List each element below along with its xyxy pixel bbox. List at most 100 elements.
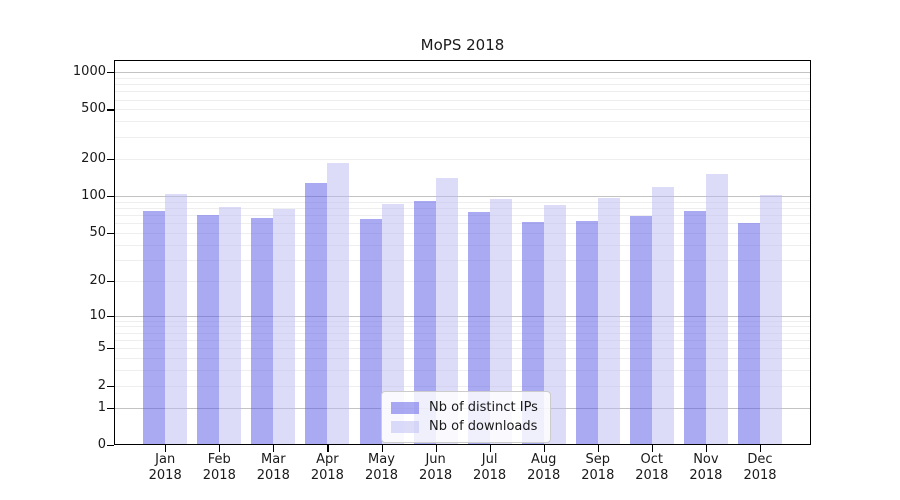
x-tick-sep — [597, 445, 599, 452]
y-tick-500 — [107, 109, 114, 111]
minor-gridline-4 — [114, 358, 811, 360]
major-gridline-10 — [114, 315, 811, 317]
bar-downloads-aug — [543, 205, 566, 445]
x-tick-aug — [543, 445, 545, 452]
y-tick-label-50: 50 — [89, 224, 106, 240]
minor-gridline-9 — [114, 320, 811, 322]
x-tick-label-jun: Jun 2018 — [419, 452, 453, 483]
y-tick-label-1: 1 — [97, 399, 106, 415]
minor-gridline-600 — [114, 99, 811, 101]
y-tick-20 — [107, 280, 114, 282]
x-tick-label-jan: Jan 2018 — [148, 452, 182, 483]
y-tick-label-2: 2 — [97, 377, 106, 393]
x-tick-label-feb: Feb 2018 — [202, 452, 236, 483]
x-tick-label-apr: Apr 2018 — [310, 452, 344, 483]
y-tick-50 — [107, 232, 114, 234]
minor-gridline-60 — [114, 223, 811, 225]
minor-gridline-3 — [114, 370, 811, 372]
minor-gridline-800 — [114, 84, 811, 86]
y-tick-label-10: 10 — [89, 307, 106, 323]
minor-gridline-400 — [114, 121, 811, 123]
y-tick-label-1000: 1000 — [72, 64, 106, 79]
minor-gridline-40 — [114, 244, 811, 246]
y-tick-label-20: 20 — [89, 272, 106, 288]
x-tick-label-dec: Dec 2018 — [743, 452, 777, 483]
bar-distinct-ips-aug — [521, 222, 544, 445]
x-tick-jul — [489, 445, 491, 452]
bar-distinct-ips-jun — [413, 200, 436, 445]
bar-distinct-ips-nov — [683, 210, 706, 445]
bar-downloads-oct — [651, 186, 674, 445]
x-tick-jan — [165, 445, 167, 452]
y-tick-1 — [107, 407, 114, 409]
x-tick-jun — [435, 445, 437, 452]
bar-distinct-ips-sep — [575, 221, 598, 445]
x-tick-label-aug: Aug 2018 — [527, 452, 561, 483]
minor-gridline-5 — [114, 348, 811, 350]
x-tick-label-mar: Mar 2018 — [256, 452, 290, 483]
x-tick-apr — [327, 445, 329, 452]
bar-downloads-feb — [219, 207, 242, 445]
y-tick-5 — [107, 348, 114, 350]
y-tick-100 — [107, 195, 114, 198]
bar-downloads-jan — [165, 194, 188, 445]
bar-distinct-ips-apr — [305, 183, 328, 445]
y-tick-2 — [107, 385, 114, 387]
legend-swatch-downloads — [391, 420, 419, 433]
legend-item-distinct-ips: Nb of distinct IPs — [391, 398, 538, 417]
bar-downloads-jul — [489, 198, 512, 445]
bar-downloads-nov — [705, 174, 728, 445]
x-tick-label-may: May 2018 — [364, 452, 399, 483]
bar-distinct-ips-jan — [143, 210, 166, 445]
bar-distinct-ips-may — [359, 218, 382, 445]
major-gridline-100 — [114, 195, 811, 197]
legend: Nb of distinct IPs Nb of downloads — [381, 391, 551, 443]
plot-area: 1000 500 200 100 50 20 10 5 2 1 0 Jan 2018 Feb 2018 Ma… — [73, 60, 811, 483]
minor-gridline-300 — [114, 136, 811, 138]
y-tick-10 — [107, 315, 114, 317]
x-tick-feb — [219, 445, 221, 452]
minor-gridline-900 — [114, 77, 811, 79]
bar-downloads-may — [381, 203, 404, 445]
minor-gridline-80 — [114, 207, 811, 209]
minor-gridline-70 — [114, 214, 811, 216]
major-gridline-1000 — [114, 72, 811, 73]
minor-gridline-500 — [114, 109, 811, 111]
y-tick-label-500: 500 — [81, 101, 106, 117]
y-tick-1000 — [107, 72, 114, 74]
bar-downloads-sep — [597, 198, 620, 445]
minor-gridline-20 — [114, 280, 811, 282]
bar-distinct-ips-dec — [738, 223, 760, 445]
bar-downloads-jun — [435, 177, 458, 445]
minor-gridline-50 — [114, 232, 811, 234]
bar-downloads-mar — [273, 209, 296, 445]
minor-gridline-30 — [114, 259, 811, 261]
bar-distinct-ips-mar — [251, 218, 274, 445]
minor-gridline-700 — [114, 91, 811, 93]
x-tick-label-oct: Oct 2018 — [635, 452, 669, 483]
y-tick-label-100: 100 — [81, 187, 106, 203]
y-tick-200 — [107, 158, 114, 160]
y-tick-0 — [107, 445, 114, 447]
minor-gridline-8 — [114, 326, 811, 328]
bar-downloads-apr — [327, 163, 350, 445]
bar-distinct-ips-feb — [197, 214, 220, 445]
y-tick-label-200: 200 — [81, 150, 106, 166]
bar-downloads-dec — [760, 194, 782, 445]
legend-label-distinct-ips: Nb of distinct IPs — [429, 400, 538, 415]
x-tick-label-sep: Sep 2018 — [581, 452, 615, 483]
legend-swatch-distinct-ips — [391, 401, 419, 414]
minor-gridline-7 — [114, 332, 811, 334]
y-tick-label-5: 5 — [97, 340, 106, 356]
minor-gridline-2 — [114, 385, 811, 387]
x-tick-nov — [705, 445, 708, 452]
x-tick-mar — [273, 445, 275, 452]
x-tick-label-jul: Jul 2018 — [473, 452, 507, 483]
bar-distinct-ips-jul — [467, 211, 490, 445]
chart-title: MoPS 2018 — [420, 36, 505, 54]
x-tick-label-nov: Nov 2018 — [689, 452, 723, 483]
y-tick-label-0: 0 — [97, 437, 106, 452]
minor-gridline-200 — [114, 158, 811, 160]
legend-item-downloads: Nb of downloads — [391, 417, 538, 436]
